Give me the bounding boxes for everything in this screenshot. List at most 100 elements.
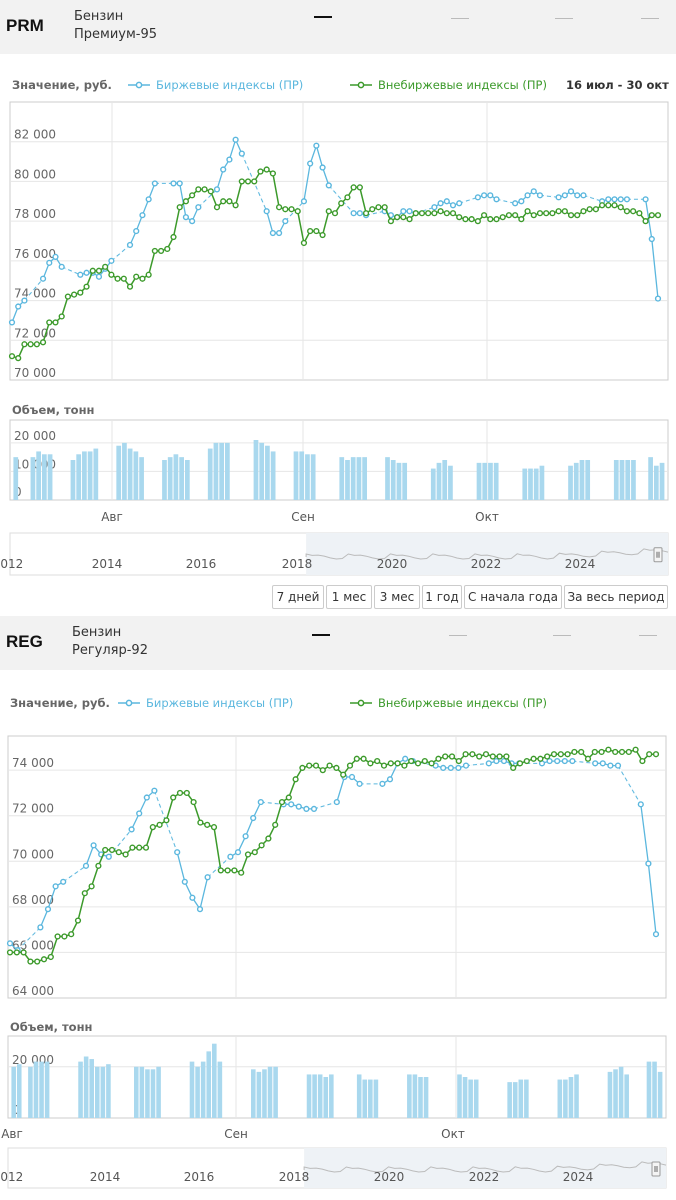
volume-bar	[356, 457, 362, 500]
navigator-selection	[306, 533, 668, 575]
data-point	[263, 208, 270, 215]
data-point	[505, 212, 513, 219]
data-point	[567, 188, 575, 195]
range-1y-button[interactable]: 1 год	[422, 585, 462, 609]
data-point	[512, 212, 519, 219]
x-tick-label: Авг	[1, 1127, 23, 1141]
data-point	[176, 180, 183, 187]
data-point	[295, 803, 302, 810]
data-point	[574, 212, 581, 219]
volume-bar	[100, 1066, 106, 1118]
data-point	[129, 844, 136, 851]
volume-bar	[94, 1066, 100, 1118]
data-point	[275, 204, 283, 211]
data-point	[362, 210, 370, 217]
data-point	[250, 814, 257, 822]
navigator-handle-icon[interactable]	[653, 547, 663, 563]
volume-bar	[430, 468, 436, 500]
data-point	[569, 757, 576, 765]
volume-bar	[47, 454, 53, 500]
navigator-year-label: 2020	[374, 1170, 405, 1184]
data-point	[74, 917, 82, 924]
data-point	[60, 878, 67, 885]
volume-bar	[312, 1074, 317, 1118]
data-point	[325, 182, 332, 189]
data-point	[440, 764, 447, 771]
data-point	[462, 762, 470, 769]
data-point	[338, 200, 345, 207]
volume-bar	[368, 1079, 373, 1118]
navigator-handle-icon[interactable]	[651, 1161, 661, 1177]
data-point	[333, 798, 340, 806]
data-point	[510, 764, 517, 771]
range-all-button[interactable]: За весь период	[564, 585, 668, 609]
data-point	[224, 867, 231, 874]
data-point	[156, 821, 163, 828]
data-point	[580, 192, 587, 199]
data-point	[592, 206, 599, 213]
volume-bar	[93, 448, 99, 500]
volume-bar	[156, 1066, 161, 1118]
volume-bar	[646, 1061, 652, 1118]
volume-bar	[585, 460, 591, 500]
y-tick-label: 76 000	[14, 247, 56, 261]
reg-dash-4	[639, 635, 657, 636]
data-point	[555, 208, 562, 215]
data-point	[128, 826, 135, 833]
data-point	[379, 780, 386, 787]
gap-connector	[539, 194, 559, 198]
data-point	[126, 241, 134, 249]
data-point	[300, 239, 308, 247]
data-point	[282, 206, 289, 213]
data-point	[102, 263, 109, 270]
data-point	[652, 931, 660, 938]
data-point	[151, 787, 158, 794]
data-point	[437, 200, 444, 207]
data-point	[257, 168, 264, 175]
y-tick-label: 72 000	[12, 802, 54, 816]
gap-connector	[260, 801, 284, 805]
x-tick-label: Сен	[291, 510, 315, 524]
data-point	[455, 764, 462, 771]
data-point	[313, 142, 320, 149]
range-3m-button[interactable]: 3 мес	[374, 585, 420, 609]
gap-connector	[459, 196, 479, 204]
data-point	[605, 196, 612, 203]
data-point	[598, 202, 606, 209]
navigator-line	[303, 1161, 667, 1173]
volume-bar	[345, 460, 350, 500]
data-point	[557, 751, 564, 758]
volume-bar	[16, 1064, 22, 1118]
data-point	[380, 762, 388, 769]
data-point	[257, 798, 264, 806]
data-point	[20, 949, 27, 956]
data-point	[524, 192, 531, 199]
volume-bar	[557, 1079, 563, 1118]
volume-bar	[122, 442, 127, 500]
data-point	[319, 164, 326, 171]
volume-bar	[518, 1079, 524, 1118]
range-ytd-button[interactable]: С начала года	[464, 585, 562, 609]
data-point	[326, 762, 333, 769]
data-point	[251, 849, 258, 856]
data-point	[265, 835, 272, 842]
volume-bar	[652, 1061, 657, 1118]
range-1m-button[interactable]: 1 мес	[326, 585, 372, 609]
gap-connector	[198, 189, 218, 208]
data-point	[654, 295, 662, 302]
x-tick-label: Окт	[441, 1127, 465, 1141]
volume-bar	[482, 462, 488, 500]
data-point	[220, 166, 227, 173]
data-point	[654, 212, 662, 219]
volume-bar	[127, 448, 133, 500]
data-point	[414, 760, 422, 767]
prm-chart: Значение, руб. Биржевые индексы (ПР) Внеби…	[0, 76, 672, 576]
data-point	[307, 227, 314, 235]
gap-connector	[108, 829, 132, 858]
range-7d-button[interactable]: 7 дней	[272, 585, 324, 609]
volume-bar	[133, 451, 139, 500]
data-point	[27, 958, 34, 965]
data-point	[561, 208, 568, 215]
data-point	[207, 188, 214, 195]
data-point	[443, 210, 450, 217]
